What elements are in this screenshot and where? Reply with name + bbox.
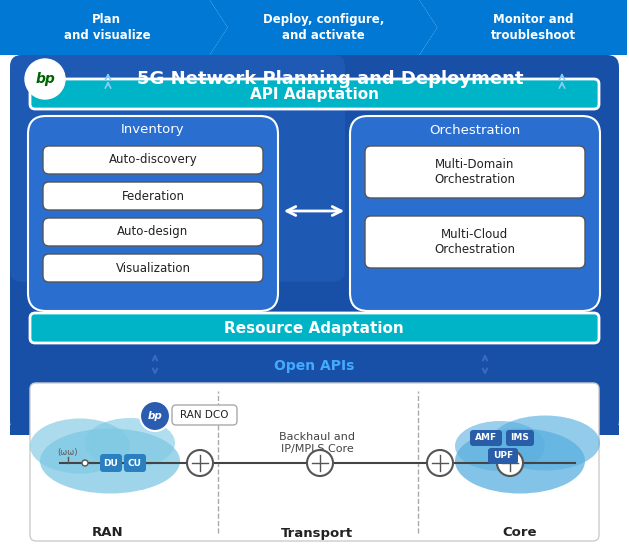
- Ellipse shape: [455, 429, 585, 494]
- Text: Transport: Transport: [281, 527, 353, 539]
- FancyBboxPatch shape: [30, 79, 599, 109]
- Text: API Adaptation: API Adaptation: [250, 87, 379, 101]
- Ellipse shape: [30, 419, 130, 473]
- Text: RAN: RAN: [92, 527, 124, 539]
- Circle shape: [187, 450, 213, 476]
- Ellipse shape: [40, 429, 180, 494]
- Text: IMS: IMS: [511, 434, 530, 442]
- FancyBboxPatch shape: [350, 116, 600, 311]
- Text: RAN DCO: RAN DCO: [180, 410, 228, 420]
- Ellipse shape: [455, 421, 545, 471]
- Circle shape: [82, 460, 88, 466]
- Text: Multi-Domain
Orchestration: Multi-Domain Orchestration: [435, 158, 516, 186]
- Text: UPF: UPF: [493, 451, 513, 461]
- Text: bp: bp: [148, 411, 162, 421]
- FancyBboxPatch shape: [43, 146, 263, 174]
- FancyBboxPatch shape: [365, 216, 585, 268]
- Text: Backhaul and
IP/MPLS Core: Backhaul and IP/MPLS Core: [279, 432, 355, 454]
- Polygon shape: [420, 0, 627, 55]
- Text: Core: Core: [503, 527, 537, 539]
- Text: (ωω): (ωω): [58, 449, 78, 457]
- Text: Resource Adaptation: Resource Adaptation: [224, 321, 404, 336]
- Circle shape: [497, 450, 523, 476]
- FancyBboxPatch shape: [506, 430, 534, 446]
- FancyBboxPatch shape: [124, 454, 146, 472]
- Circle shape: [307, 450, 333, 476]
- FancyBboxPatch shape: [470, 430, 502, 446]
- Text: Orchestration: Orchestration: [430, 123, 521, 137]
- FancyBboxPatch shape: [10, 425, 619, 435]
- FancyBboxPatch shape: [365, 146, 585, 198]
- Ellipse shape: [490, 415, 600, 471]
- FancyBboxPatch shape: [172, 405, 237, 425]
- FancyBboxPatch shape: [43, 182, 263, 210]
- Text: Federation: Federation: [121, 190, 184, 203]
- Text: bp: bp: [35, 72, 55, 86]
- FancyBboxPatch shape: [100, 454, 122, 472]
- Text: Monitor and
troubleshoot: Monitor and troubleshoot: [491, 13, 576, 42]
- Text: Plan
and visualize: Plan and visualize: [64, 13, 150, 42]
- FancyBboxPatch shape: [10, 55, 619, 433]
- Text: 5G Network Planning and Deployment: 5G Network Planning and Deployment: [136, 70, 523, 88]
- Text: Inventory: Inventory: [121, 123, 185, 137]
- Text: DU: DU: [104, 458, 118, 467]
- Text: Deploy, configure,
and activate: Deploy, configure, and activate: [263, 13, 384, 42]
- Circle shape: [427, 450, 453, 476]
- Polygon shape: [209, 0, 437, 55]
- FancyBboxPatch shape: [43, 254, 263, 282]
- Text: AMF: AMF: [475, 434, 497, 442]
- Text: Auto-design: Auto-design: [118, 225, 189, 239]
- FancyBboxPatch shape: [10, 55, 345, 282]
- FancyBboxPatch shape: [488, 448, 518, 464]
- FancyBboxPatch shape: [28, 116, 278, 311]
- Text: Open APIs: Open APIs: [274, 359, 354, 373]
- Polygon shape: [0, 0, 228, 55]
- Text: CU: CU: [128, 458, 142, 467]
- Circle shape: [140, 401, 170, 431]
- Ellipse shape: [85, 418, 175, 468]
- Text: Multi-Cloud
Orchestration: Multi-Cloud Orchestration: [435, 228, 516, 256]
- Text: Visualization: Visualization: [116, 262, 191, 274]
- Circle shape: [25, 59, 65, 99]
- Text: Auto-discovery: Auto-discovery: [109, 154, 198, 166]
- FancyBboxPatch shape: [43, 218, 263, 246]
- FancyBboxPatch shape: [30, 383, 599, 541]
- FancyBboxPatch shape: [30, 313, 599, 343]
